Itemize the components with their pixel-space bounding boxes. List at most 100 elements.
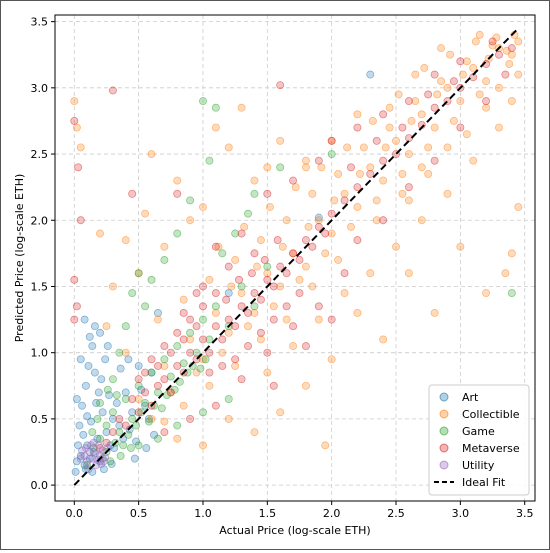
y-tick-label: 0.0: [31, 479, 49, 492]
art-point: [141, 401, 150, 410]
legend-marker: [439, 443, 449, 453]
metaverse-point: [186, 315, 195, 324]
art-point: [153, 309, 162, 317]
collectible-point: [179, 401, 188, 410]
y-tick-label: 2.5: [31, 148, 49, 161]
collectible-point: [205, 381, 214, 390]
collectible-point: [304, 222, 313, 231]
collectible-point: [173, 176, 182, 185]
metaverse-point: [372, 136, 381, 145]
collectible-point: [430, 123, 439, 132]
metaverse-point: [449, 77, 458, 86]
collectible-point: [263, 163, 272, 172]
game-point: [199, 315, 207, 324]
collectible-point: [250, 428, 259, 437]
metaverse-point: [424, 90, 433, 99]
game-point: [211, 302, 220, 311]
collectible-point: [372, 216, 381, 225]
metaverse-point: [218, 335, 227, 344]
collectible-point: [424, 169, 433, 178]
collectible-point: [404, 269, 413, 278]
collectible-point: [301, 381, 310, 390]
metaverse-point: [115, 414, 124, 423]
x-tick-label: 2.0: [323, 507, 341, 520]
collectible-point: [186, 216, 195, 225]
collectible-point: [507, 97, 516, 106]
collectible-point: [269, 302, 278, 311]
x-axis-ticks: 0.0 0.5 1.0 1.5 2.0 2.5 3.0 3.5: [66, 501, 533, 520]
game-point: [144, 417, 153, 426]
game-point: [163, 391, 171, 400]
collectible-point: [475, 30, 484, 39]
metaverse-point: [289, 176, 298, 185]
metaverse-point: [141, 368, 150, 377]
metaverse-point: [235, 275, 243, 284]
collectible-point: [443, 83, 452, 92]
collectible-point: [153, 315, 162, 324]
metaverse-point: [70, 116, 79, 125]
metaverse-point: [250, 249, 259, 258]
y-axis-ticks: 0.0 0.5 1.0 1.5 2.0 2.5 3.0 3.5: [31, 16, 55, 492]
metaverse-point: [231, 322, 240, 331]
collectible-point: [443, 143, 452, 152]
collectible-point: [76, 143, 85, 152]
collectible-point: [353, 309, 362, 317]
y-tick-label: 2.0: [31, 214, 49, 227]
collectible-point: [368, 116, 377, 125]
collectible-point: [398, 189, 407, 198]
metaverse-point: [166, 388, 175, 397]
collectible-point: [334, 256, 343, 264]
collectible-point: [108, 282, 117, 291]
metaverse-point: [121, 421, 130, 430]
art-point: [72, 457, 81, 466]
metaverse-point: [321, 229, 330, 238]
collectible-point: [446, 50, 455, 59]
collectible-point: [356, 169, 364, 178]
collectible-point: [334, 169, 343, 178]
art-point: [224, 289, 233, 298]
collectible-point: [308, 282, 317, 291]
collectible-point: [250, 176, 259, 185]
grid-lines: [55, 15, 535, 501]
art-point: [102, 428, 111, 437]
metaverse-point: [260, 256, 269, 264]
art-point: [72, 395, 81, 403]
game-point: [186, 196, 195, 205]
collectible-point: [253, 262, 261, 271]
collectible-point: [394, 90, 403, 99]
collectible-point: [443, 189, 452, 198]
collectible-point: [482, 289, 491, 298]
metaverse-point: [404, 134, 413, 143]
game-point: [175, 377, 184, 386]
collectible-point: [417, 110, 426, 119]
metaverse-point: [211, 242, 220, 251]
collectible-point: [278, 242, 287, 251]
metaverse-point: [301, 342, 310, 351]
metaverse-point: [308, 242, 317, 251]
game-point: [115, 428, 124, 437]
collectible-point: [276, 282, 285, 291]
metaverse-point: [173, 361, 182, 370]
collectible-point: [186, 335, 195, 344]
collectible-point: [160, 361, 169, 370]
collectible-point: [218, 348, 227, 357]
game-point: [116, 452, 125, 460]
collectible-point: [265, 203, 274, 211]
legend: Art Collectible Game Metaverse Utility Ideal …: [428, 384, 530, 496]
art-point: [144, 414, 153, 423]
metaverse-point: [211, 401, 220, 410]
game-point: [173, 421, 182, 430]
art-point: [90, 368, 99, 377]
collectible-point: [160, 242, 169, 251]
y-axis-label: Predicted Price (log-scale ETH): [13, 174, 26, 343]
metaverse-point: [488, 37, 497, 46]
utility-point: [94, 441, 103, 450]
collectible-point: [420, 64, 429, 72]
metaverse-point: [301, 236, 310, 245]
collectible-point: [321, 249, 330, 258]
art-point: [88, 467, 97, 476]
game-point: [108, 375, 117, 384]
collectible-point: [433, 90, 442, 99]
collectible-point: [385, 103, 394, 112]
y-tick-label: 3.5: [31, 16, 49, 29]
